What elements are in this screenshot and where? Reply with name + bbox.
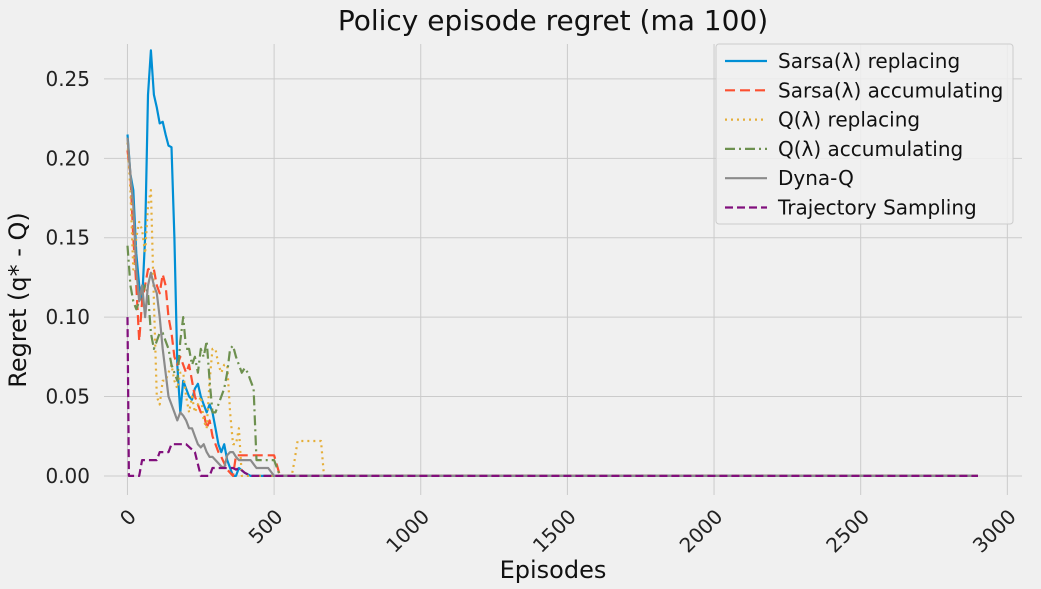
legend-label: Sarsa(λ) accumulating [778,78,1003,102]
x-axis-label: Episodes [500,556,607,584]
y-tick-label: 0.20 [45,146,90,170]
y-axis-label: Regret (q* - Q) [4,212,32,388]
y-tick-label: 0.05 [45,385,90,409]
legend: Sarsa(λ) replacing Sarsa(λ) accumulating Q… [715,43,1014,225]
series-line-6 [126,317,978,477]
y-tick-label: 0.25 [45,67,90,91]
y-tick-label: 0.10 [45,305,90,329]
legend-label: Q(λ) replacing [778,108,920,132]
y-tick-label: 0.15 [45,226,90,250]
legend-label: Sarsa(λ) replacing [778,49,960,73]
series-line-2 [126,150,978,477]
y-tick-label: 0.00 [45,464,90,488]
legend-label: Q(λ) accumulating [778,137,963,161]
series-line-5 [126,137,978,477]
legend-label: Dyna-Q [778,166,854,190]
legend-label: Trajectory Sampling [777,196,977,220]
legend-box [715,43,1014,225]
series-line-4 [126,245,978,477]
chart-title: Policy episode regret (ma 100) [338,4,768,37]
series-lines [126,49,978,477]
